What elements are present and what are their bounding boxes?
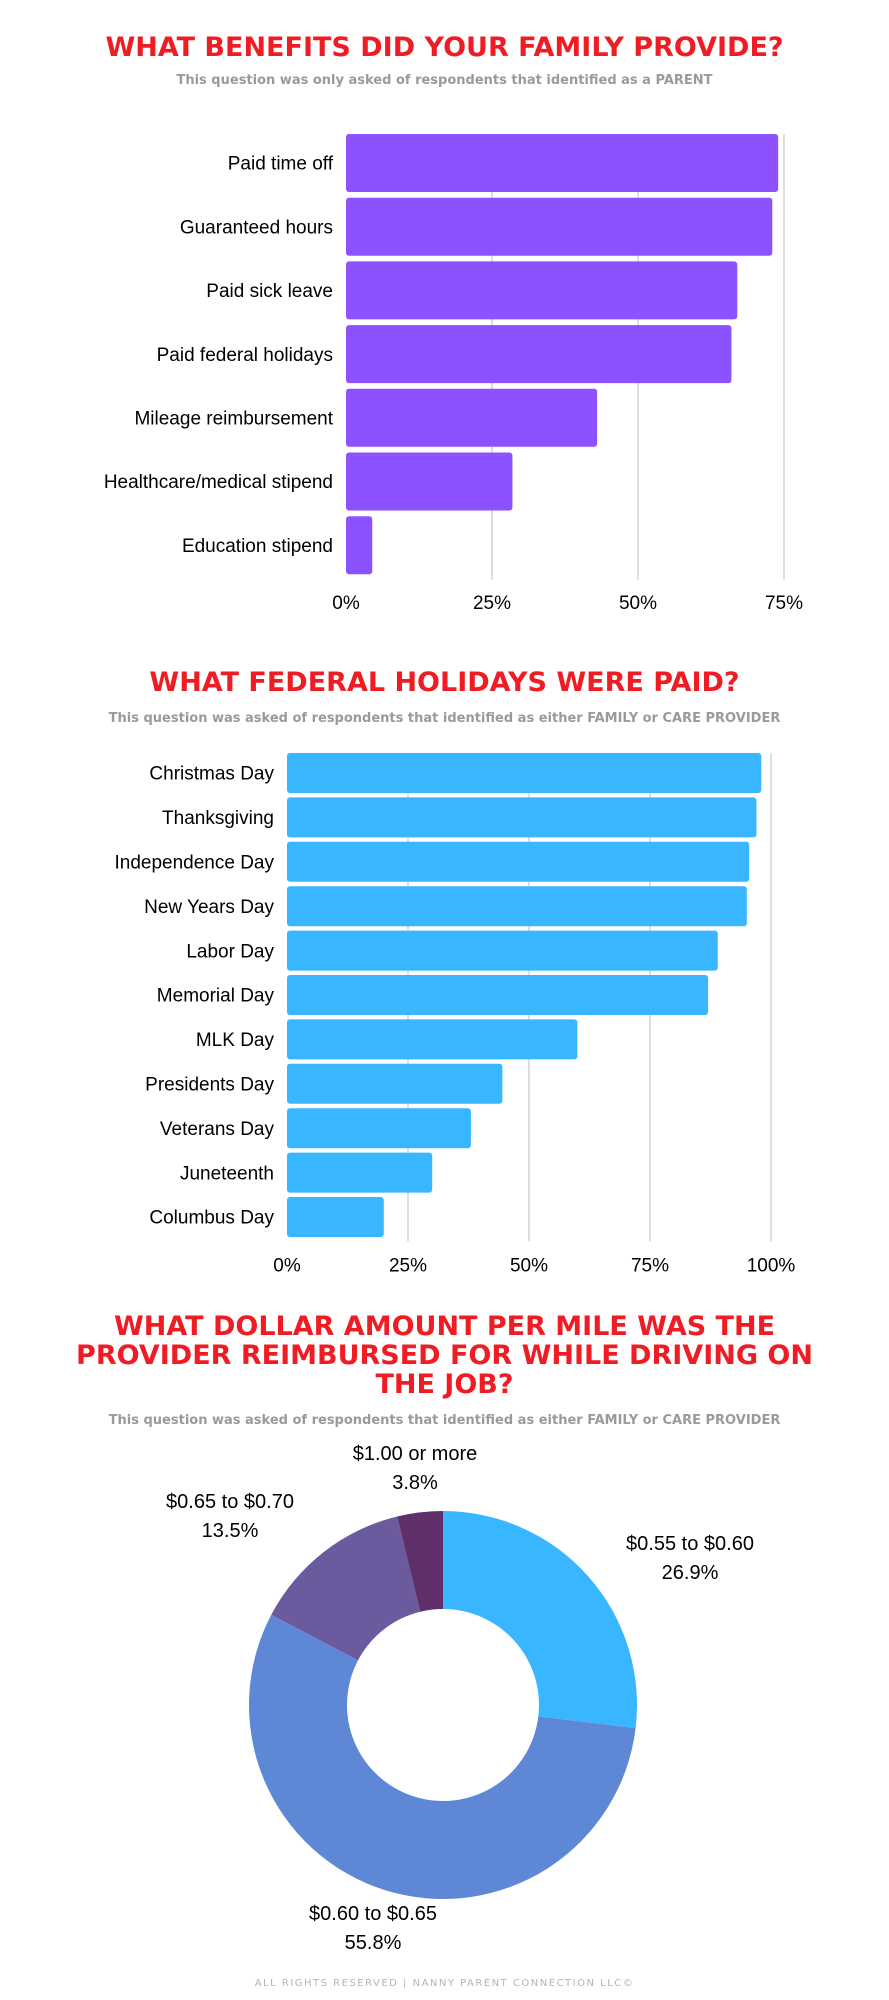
category-label: Paid time off xyxy=(228,154,334,175)
chart2-title: WHAT FEDERAL HOLIDAYS WERE PAID? xyxy=(149,667,740,698)
donut-slice xyxy=(443,1511,637,1729)
x-tick-label: 75% xyxy=(631,1255,669,1276)
x-tick-label: 75% xyxy=(765,593,803,614)
bar xyxy=(346,388,598,447)
x-tick-label: 50% xyxy=(619,593,657,614)
bar xyxy=(287,1197,384,1237)
chart2-subtitle: This question was asked of respondents t… xyxy=(108,711,781,726)
category-label: Paid sick leave xyxy=(206,281,333,302)
category-label: MLK Day xyxy=(196,1030,275,1051)
x-tick-label: 0% xyxy=(332,593,360,614)
donut-slice xyxy=(397,1511,443,1612)
slice-value-label: 3.8% xyxy=(392,1472,438,1494)
x-tick-label: 100% xyxy=(747,1255,796,1276)
x-tick-label: 50% xyxy=(510,1255,548,1276)
footer-copyright: ALL RIGHTS RESERVED | NANNY PARENT CONNE… xyxy=(254,1978,635,1989)
category-label: Labor Day xyxy=(186,941,274,962)
donut-slice xyxy=(248,1614,636,1900)
category-label: Paid federal holidays xyxy=(157,345,333,366)
reimbursement-donut-chart: $0.55 to $0.60 26.9% $0.60 to $0.65 55.8% $0… xyxy=(166,1443,754,1954)
bar xyxy=(287,753,762,793)
category-label: Mileage reimbursement xyxy=(134,408,333,429)
bar xyxy=(287,975,709,1015)
bar xyxy=(287,841,750,882)
chart1-title: WHAT BENEFITS DID YOUR FAMILY PROVIDE? xyxy=(105,32,784,63)
slice-value-label: 13.5% xyxy=(202,1520,259,1542)
bar xyxy=(287,1019,578,1060)
bar xyxy=(346,134,779,192)
slice-label: $1.00 or more xyxy=(353,1443,478,1465)
slice-value-label: 26.9% xyxy=(662,1562,719,1584)
category-label: Presidents Day xyxy=(145,1074,274,1095)
category-label: Independence Day xyxy=(114,852,274,873)
chart3-title: WHAT DOLLAR AMOUNT PER MILE WAS THE PROV… xyxy=(0,1312,889,1399)
donut-slice xyxy=(271,1516,421,1661)
slice-label: $0.65 to $0.70 xyxy=(166,1491,294,1513)
bar xyxy=(287,1152,433,1193)
category-label: Christmas Day xyxy=(149,764,274,785)
slice-label: $0.55 to $0.60 xyxy=(626,1533,754,1555)
bar xyxy=(287,886,747,927)
category-label: Juneteenth xyxy=(180,1163,274,1184)
slice-value-label: 55.8% xyxy=(345,1932,402,1954)
bar xyxy=(287,930,718,971)
bar xyxy=(346,197,773,256)
bar xyxy=(287,1108,471,1149)
slice-label: $0.60 to $0.65 xyxy=(309,1903,437,1925)
chart1-subtitle: This question was only asked of responde… xyxy=(176,73,713,88)
category-label: New Years Day xyxy=(144,897,274,918)
bar xyxy=(346,516,373,575)
chart3-title-text: WHAT DOLLAR AMOUNT PER MILE WAS THE PROV… xyxy=(76,1311,813,1400)
category-label: Healthcare/medical stipend xyxy=(104,472,333,493)
bar xyxy=(346,452,513,511)
chart3-subtitle: This question was asked of respondents t… xyxy=(108,1413,781,1428)
benefits-bar-chart: 0% 25% 50% 75% Paid time off Guaranteed hours… xyxy=(104,134,803,614)
x-tick-label: 25% xyxy=(389,1255,427,1276)
category-label: Columbus Day xyxy=(149,1208,274,1229)
x-tick-label: 0% xyxy=(273,1255,301,1276)
x-tick-label: 25% xyxy=(473,593,511,614)
category-label: Memorial Day xyxy=(157,986,275,1007)
bar xyxy=(346,325,732,384)
category-label: Veterans Day xyxy=(160,1119,275,1140)
bar xyxy=(287,1063,503,1104)
bar xyxy=(346,261,738,320)
category-label: Guaranteed hours xyxy=(180,217,333,238)
holidays-bar-chart: 0% 25% 50% 75% 100% Christmas Day Thanksgiving… xyxy=(114,753,796,1276)
category-label: Education stipend xyxy=(182,536,333,557)
bar xyxy=(287,797,757,838)
category-label: Thanksgiving xyxy=(162,808,274,829)
